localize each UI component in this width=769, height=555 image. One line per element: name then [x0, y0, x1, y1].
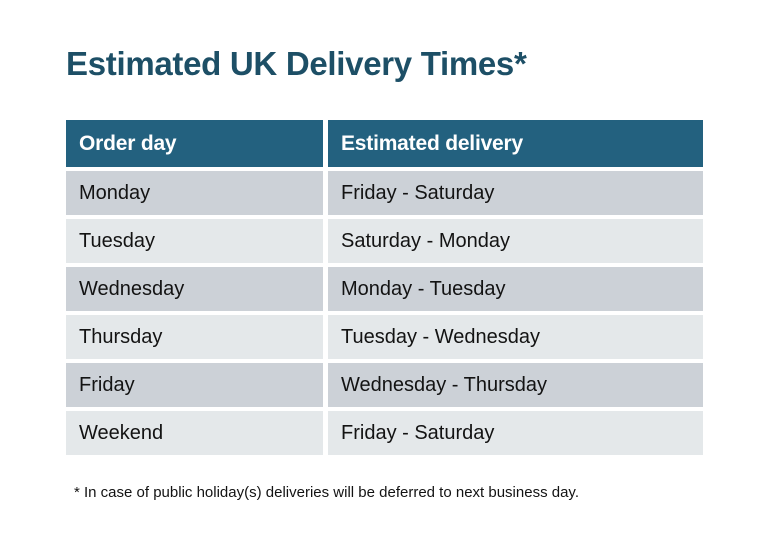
column-header-estimated-delivery: Estimated delivery: [328, 120, 703, 167]
cell-estimated-delivery: Friday - Saturday: [328, 411, 703, 455]
table-row: Tuesday Saturday - Monday: [66, 219, 703, 263]
cell-order-day: Weekend: [66, 411, 323, 455]
table-row: Monday Friday - Saturday: [66, 171, 703, 215]
cell-order-day: Tuesday: [66, 219, 323, 263]
table-row: Weekend Friday - Saturday: [66, 411, 703, 455]
table-row: Wednesday Monday - Tuesday: [66, 267, 703, 311]
page-title: Estimated UK Delivery Times*: [66, 45, 527, 82]
footnote-text: * In case of public holiday(s) deliverie…: [74, 484, 579, 501]
cell-estimated-delivery: Monday - Tuesday: [328, 267, 703, 311]
cell-estimated-delivery: Friday - Saturday: [328, 171, 703, 215]
column-header-order-day: Order day: [66, 120, 323, 167]
cell-estimated-delivery: Wednesday - Thursday: [328, 363, 703, 407]
cell-order-day: Friday: [66, 363, 323, 407]
table-row: Thursday Tuesday - Wednesday: [66, 315, 703, 359]
cell-estimated-delivery: Saturday - Monday: [328, 219, 703, 263]
delivery-times-table: Order day Estimated delivery Monday Frid…: [66, 120, 703, 455]
cell-order-day: Monday: [66, 171, 323, 215]
cell-order-day: Wednesday: [66, 267, 323, 311]
table-header-row: Order day Estimated delivery: [66, 120, 703, 167]
cell-order-day: Thursday: [66, 315, 323, 359]
table-row: Friday Wednesday - Thursday: [66, 363, 703, 407]
cell-estimated-delivery: Tuesday - Wednesday: [328, 315, 703, 359]
